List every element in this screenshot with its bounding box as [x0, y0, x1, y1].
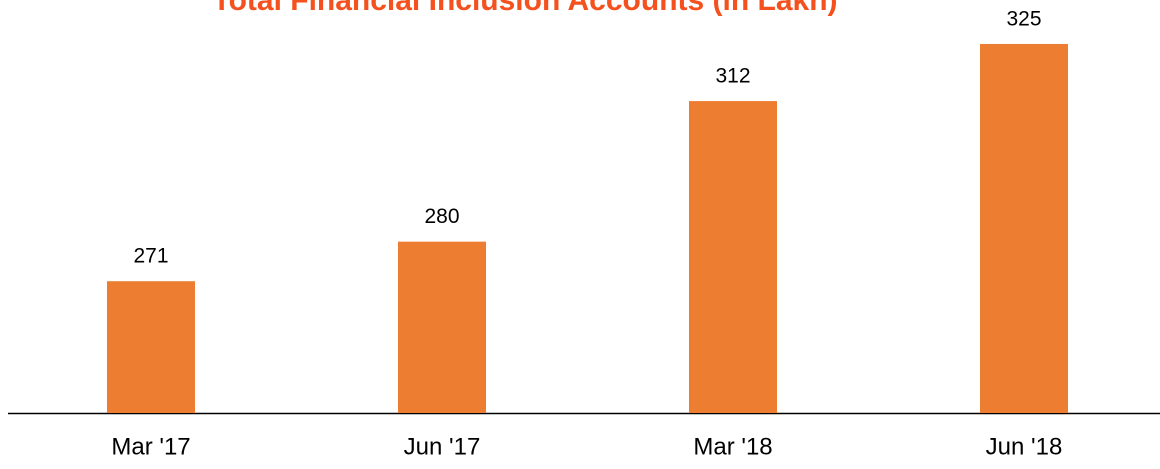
x-tick-label: Mar '17 — [111, 433, 190, 460]
x-tick-label: Mar '18 — [693, 433, 772, 460]
bar — [689, 101, 777, 414]
bar — [398, 241, 486, 413]
bar — [107, 281, 195, 413]
chart-title: Total Financial Inclusion Accounts (in L… — [212, 0, 837, 17]
x-tick-label: Jun '17 — [404, 433, 481, 460]
value-label: 312 — [715, 65, 750, 88]
value-label: 280 — [424, 205, 459, 228]
value-label: 325 — [1006, 8, 1041, 31]
bar — [980, 43, 1068, 413]
value-label: 271 — [133, 245, 168, 268]
x-tick-label: Jun '18 — [986, 433, 1063, 460]
